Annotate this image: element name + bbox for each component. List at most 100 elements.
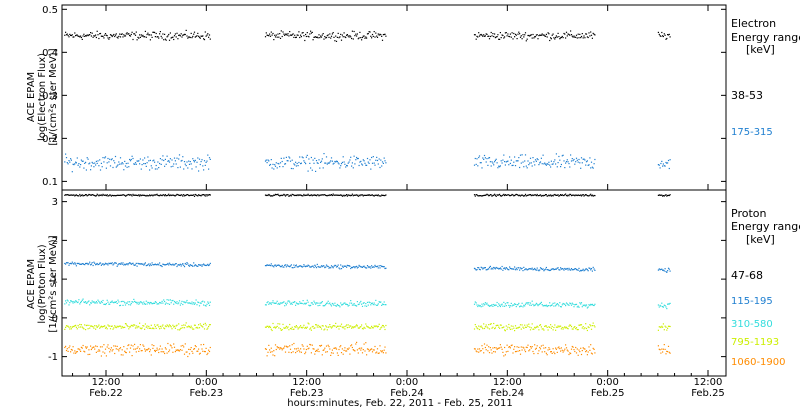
data-point	[184, 163, 186, 165]
data-point	[203, 301, 206, 303]
data-point	[535, 326, 537, 328]
data-point	[183, 324, 185, 326]
data-point	[562, 351, 564, 353]
data-point	[385, 35, 387, 37]
data-point	[571, 345, 573, 348]
data-point	[565, 344, 567, 346]
data-point	[284, 351, 287, 353]
data-point	[356, 194, 358, 196]
data-point	[195, 264, 197, 266]
data-point	[383, 33, 385, 36]
data-point	[510, 325, 512, 327]
data-point	[526, 346, 528, 349]
data-point	[361, 36, 364, 39]
data-point	[126, 32, 128, 34]
xtick-time-label: 0:00	[596, 377, 618, 388]
data-point	[667, 34, 669, 36]
data-point	[301, 266, 303, 268]
data-point	[589, 324, 591, 326]
data-point	[381, 39, 384, 41]
data-point	[575, 352, 578, 354]
data-point	[84, 162, 86, 164]
data-point	[522, 270, 524, 272]
data-point	[137, 262, 139, 264]
data-point	[594, 326, 596, 328]
data-point	[585, 33, 588, 35]
data-point	[527, 268, 529, 271]
data-point	[146, 162, 148, 164]
data-point	[128, 33, 130, 35]
data-point	[336, 36, 338, 38]
data-point	[306, 154, 308, 156]
data-point	[346, 164, 348, 167]
data-point	[352, 38, 354, 40]
data-point	[286, 302, 288, 304]
data-point	[301, 156, 303, 158]
data-point	[107, 324, 109, 326]
data-point	[154, 326, 156, 328]
data-point	[148, 302, 150, 304]
data-point	[576, 348, 578, 350]
data-point	[289, 195, 291, 197]
data-point	[315, 267, 318, 269]
data-point	[268, 264, 270, 266]
data-point	[99, 32, 102, 35]
data-point	[667, 327, 669, 329]
data-point	[587, 326, 589, 328]
data-point	[383, 195, 385, 197]
data-point	[541, 268, 543, 270]
data-point	[135, 325, 137, 327]
data-point	[82, 298, 84, 300]
data-point	[148, 325, 150, 327]
data-point	[65, 349, 68, 352]
data-point	[340, 163, 343, 165]
data-point	[135, 351, 137, 353]
data-point	[579, 270, 581, 272]
data-point	[90, 325, 92, 327]
data-point	[164, 303, 166, 305]
data-point	[545, 325, 547, 327]
data-point	[584, 194, 586, 196]
data-point	[657, 194, 659, 196]
data-point	[105, 167, 107, 169]
data-point	[575, 36, 577, 38]
data-point	[178, 350, 181, 352]
data-point	[287, 160, 289, 162]
data-point	[524, 34, 526, 36]
data-point	[380, 159, 382, 161]
data-point	[298, 327, 300, 329]
data-point	[518, 157, 520, 159]
data-point	[300, 326, 302, 329]
data-point	[351, 165, 353, 167]
electron-legend: Electron Energy range [keV] 38-53 175-31…	[731, 17, 800, 138]
data-point	[314, 302, 316, 304]
data-point	[293, 301, 295, 304]
data-point	[330, 354, 332, 356]
data-point	[90, 263, 92, 265]
data-point	[86, 302, 88, 304]
data-point	[76, 34, 78, 36]
data-point	[94, 195, 96, 197]
data-point	[191, 301, 193, 303]
data-point	[381, 194, 384, 196]
data-point	[478, 267, 480, 269]
data-point	[157, 194, 159, 196]
data-point	[361, 303, 363, 305]
data-point	[594, 158, 596, 161]
data-point	[552, 163, 554, 165]
data-point	[92, 301, 94, 303]
data-point	[568, 304, 570, 306]
data-point	[111, 194, 113, 196]
data-point	[150, 264, 152, 266]
data-point	[590, 303, 592, 305]
data-point	[175, 349, 177, 351]
data-point	[579, 351, 581, 353]
data-point	[360, 326, 362, 328]
data-point	[176, 301, 178, 303]
data-point	[171, 194, 173, 196]
data-point	[584, 269, 586, 271]
data-point	[662, 35, 664, 37]
data-point	[129, 262, 131, 264]
data-point	[105, 263, 107, 265]
data-point	[561, 194, 563, 196]
